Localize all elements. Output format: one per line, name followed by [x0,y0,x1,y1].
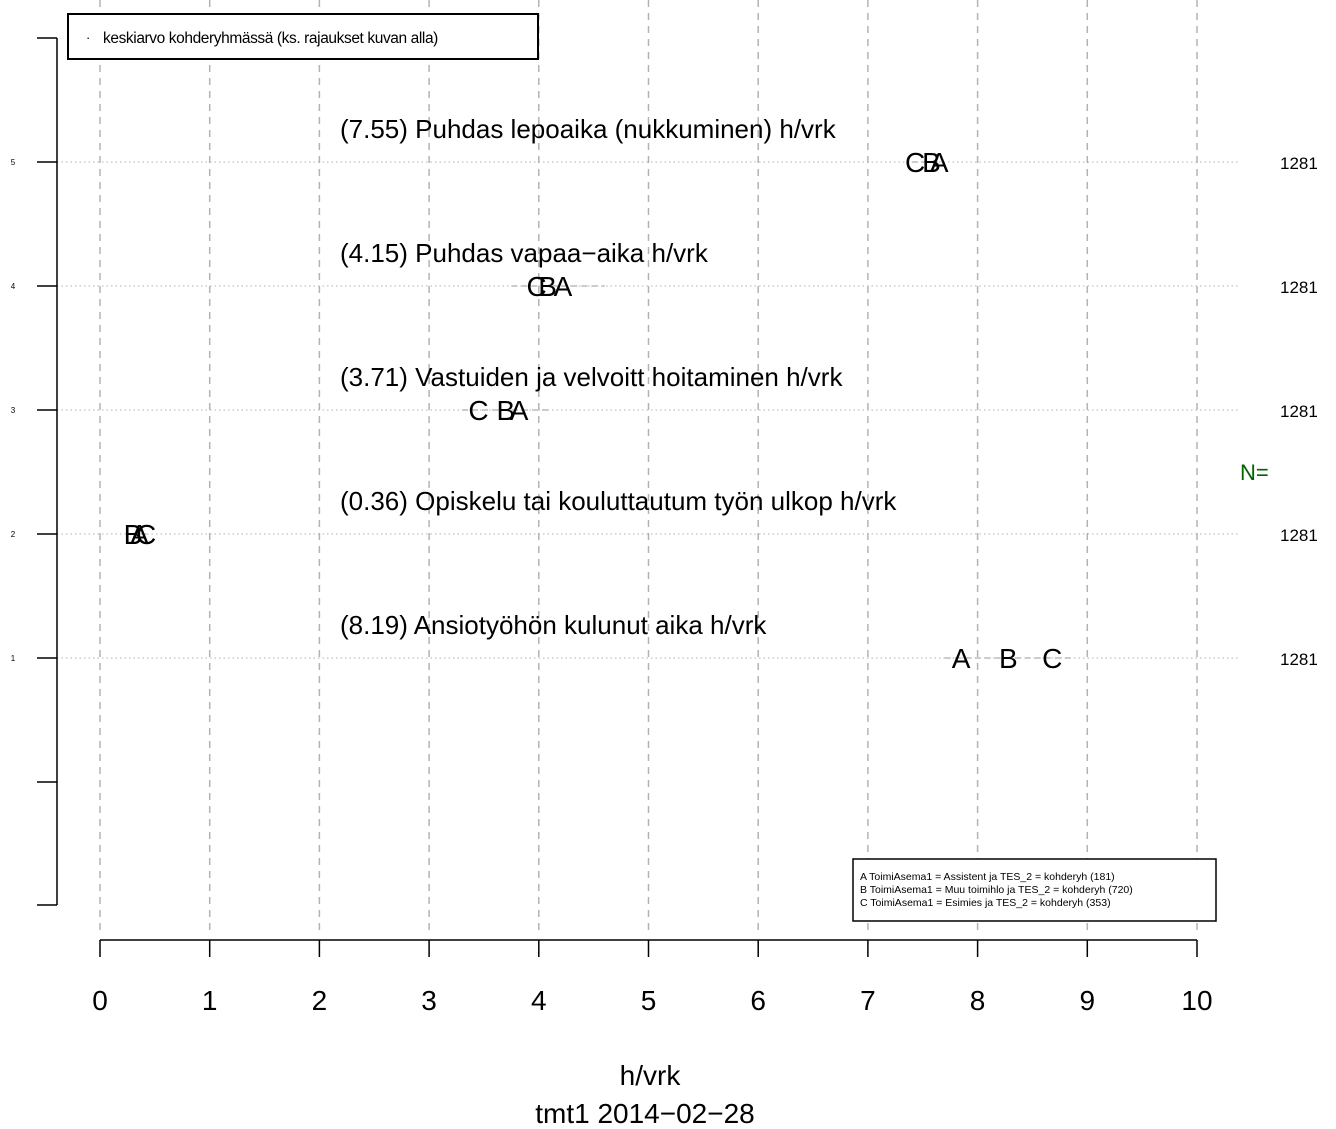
group-legend-item-C: C ToimiAsema1 = Esimies ja TES_2 = kohde… [860,897,1111,909]
point-A: A [554,271,573,302]
row-title: (4.15) Puhdas vapaa−aika h/vrk [340,238,709,268]
point-A: A [510,395,529,426]
row-n: 1281 [1280,650,1318,669]
x-tick-label-7: 7 [860,985,876,1016]
row-title: (8.19) Ansiotyöhön kulunut aika h/vrk [340,610,767,640]
row-title: (0.36) Opiskelu tai kouluttautum työn ul… [340,486,897,516]
y-tick-label-1: 1 [11,654,16,663]
point-B: B [999,643,1018,674]
y-ticks: 1 2 3 4 5 [11,37,57,906]
n-label: N= [1240,460,1269,485]
x-axis-label: h/vrk [620,1060,682,1091]
point-C: C [136,519,156,550]
point-A: A [130,519,149,550]
top-legend-marker: · [86,30,90,45]
horizontal-grid [57,161,1240,659]
x-tick-label-2: 2 [312,985,328,1016]
x-tick-label-9: 9 [1080,985,1096,1016]
row-n: 1281 [1280,526,1318,545]
row-2: (0.36) Opiskelu tai kouluttautum työn ul… [124,486,1318,550]
y-axis: 1 2 3 4 5 [11,37,58,906]
point-B: B [538,271,557,302]
row-title: (7.55) Puhdas lepoaika (nukkuminen) h/vr… [340,114,837,144]
row-5: (7.55) Puhdas lepoaika (nukkuminen) h/vr… [340,114,1318,178]
point-B: B [497,395,516,426]
x-axis: 0 1 2 3 4 5 6 7 8 9 10 [92,939,1213,1016]
top-legend-box [67,13,539,60]
row-n: 1281 [1280,154,1318,173]
row-n: 1281 [1280,402,1318,421]
point-C: C [526,271,546,302]
x-tick-label-10: 10 [1181,985,1212,1016]
row-1: (8.19) Ansiotyöhön kulunut aika h/vrk A B C… [340,610,1318,674]
point-A: A [952,643,971,674]
y-tick-label-2: 2 [11,530,16,539]
point-C: C [1042,643,1062,674]
point-C: C [905,147,925,178]
chart-caption: tmt1 2014−02−28 [535,1098,755,1129]
point-C: C [468,395,488,426]
x-tick-label-3: 3 [421,985,437,1016]
group-legend: A ToimiAsema1 = Assistent ja TES_2 = koh… [852,858,1217,922]
group-legend-items: A ToimiAsema1 = Assistent ja TES_2 = koh… [860,871,1133,909]
x-tick-label-1: 1 [202,985,218,1016]
y-tick-label-3: 3 [11,406,16,415]
x-tick-label-8: 8 [970,985,986,1016]
row-n: 1281 [1280,278,1318,297]
x-tick-label-6: 6 [750,985,766,1016]
point-A: A [930,147,949,178]
x-tick-label-4: 4 [531,985,547,1016]
y-tick-label-5: 5 [11,158,16,167]
group-legend-item-A: A ToimiAsema1 = Assistent ja TES_2 = koh… [860,871,1115,883]
point-B: B [124,519,143,550]
x-ticks: 0 1 2 3 4 5 6 7 8 9 10 [92,940,1213,1016]
y-tick-label-4: 4 [11,282,16,291]
x-tick-label-5: 5 [641,985,657,1016]
top-legend-text: keskiarvo kohderyhmässä (ks. rajaukset k… [103,30,438,47]
data-rows: (7.55) Puhdas lepoaika (nukkuminen) h/vr… [124,114,1318,674]
point-B: B [922,147,941,178]
top-legend: · keskiarvo kohderyhmässä (ks. rajaukset… [67,13,539,60]
x-tick-label-0: 0 [92,985,108,1016]
group-legend-item-B: B ToimiAsema1 = Muu toimihlo ja TES_2 = … [860,884,1133,896]
group-legend-box [852,858,1217,922]
row-3: (3.71) Vastuiden ja velvoitt hoitaminen … [340,362,1318,426]
row-title: (3.71) Vastuiden ja velvoitt hoitaminen … [340,362,843,392]
